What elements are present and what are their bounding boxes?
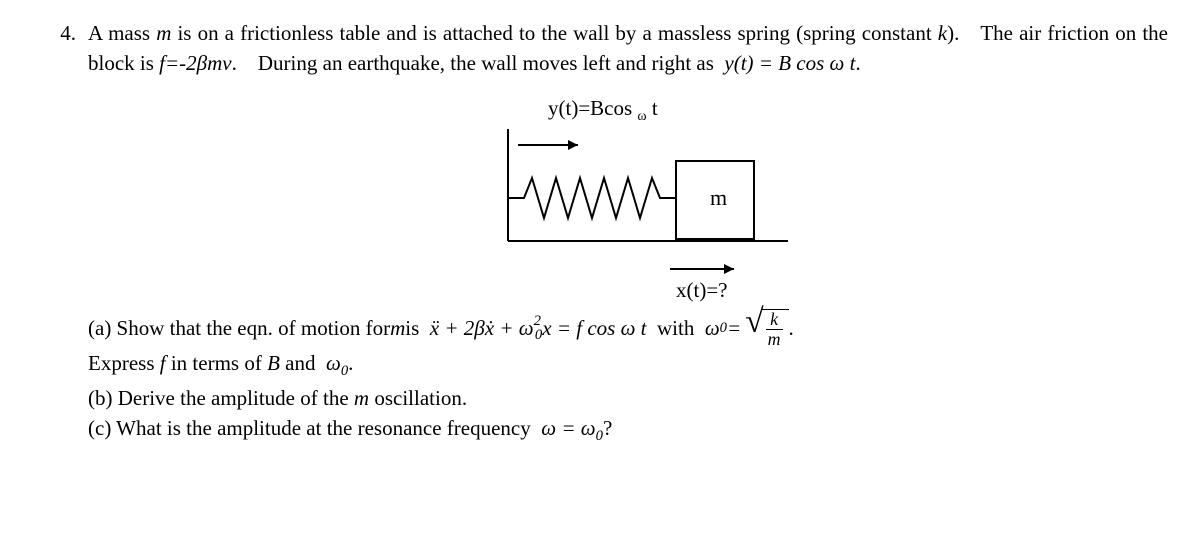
fraction: k m [764, 310, 785, 348]
mass-label: m [710, 185, 727, 210]
var-m: m [156, 21, 171, 45]
ode-lhs: ẍ + 2βẋ + ω [430, 313, 534, 343]
text: (b) Derive the amplitude of the [88, 386, 354, 410]
part-b: (b) Derive the amplitude of the m oscill… [88, 383, 1168, 413]
text: in terms of [166, 351, 267, 375]
text: and [280, 351, 326, 375]
omega0-sub: 0 [596, 428, 603, 444]
text: (c) What is the amplitude at the resonan… [88, 416, 541, 440]
spring-mass-diagram: y(t)=Bcos ω t m x(t)=? [418, 93, 838, 303]
sqrt-k-over-m: √ k m [745, 309, 788, 348]
omega0: ω [705, 313, 720, 343]
eq-resonance: ω = ω [541, 416, 595, 440]
question-number: 4. [32, 18, 88, 448]
part-c: (c) What is the amplitude at the resonan… [88, 413, 1168, 448]
part-a-line2: Express f in terms of B and ω0. [88, 348, 1168, 383]
equals: = [727, 313, 741, 343]
eq-wall-motion: y(t) = B cos ω t [724, 51, 855, 75]
var-m: m [354, 386, 369, 410]
wall-motion-label: y(t)=Bcos ω t [548, 96, 658, 124]
text: is on a frictionless table and is attach… [171, 21, 937, 45]
spring [508, 178, 676, 218]
wall-arrow-head [568, 140, 578, 150]
text: Express [88, 351, 160, 375]
omega0-sub: 0 [720, 318, 727, 339]
period: . [789, 313, 794, 343]
omega0b: ω [326, 351, 341, 375]
text: . [855, 51, 860, 75]
text: . During an earthquake, the wall moves l… [232, 51, 725, 75]
var-m: m [390, 313, 405, 343]
part-a-line1: (a) Show that the eqn. of motion for m i… [88, 309, 1168, 348]
x-label: x(t)=? [676, 278, 728, 302]
question-4: 4. A mass m is on a frictionless table a… [32, 18, 1168, 448]
problem-statement: A mass m is on a frictionless table and … [88, 18, 1168, 79]
numerator: k [768, 310, 780, 329]
var-k: k [938, 21, 947, 45]
text: . [348, 351, 353, 375]
text: is [405, 313, 430, 343]
text: with [647, 313, 705, 343]
denominator: m [766, 329, 783, 349]
eq-friction: f=-2βmv [159, 51, 231, 75]
omega0-sup: 20 [534, 311, 543, 346]
text: A mass [88, 21, 156, 45]
text: ? [603, 416, 612, 440]
question-body: A mass m is on a frictionless table and … [88, 18, 1168, 448]
var-B: B [267, 351, 280, 375]
text: (a) Show that the eqn. of motion for [88, 313, 390, 343]
text: oscillation. [369, 386, 467, 410]
x-arrow-head [724, 264, 734, 274]
ode-rhs: x = f cos ω t [542, 313, 646, 343]
